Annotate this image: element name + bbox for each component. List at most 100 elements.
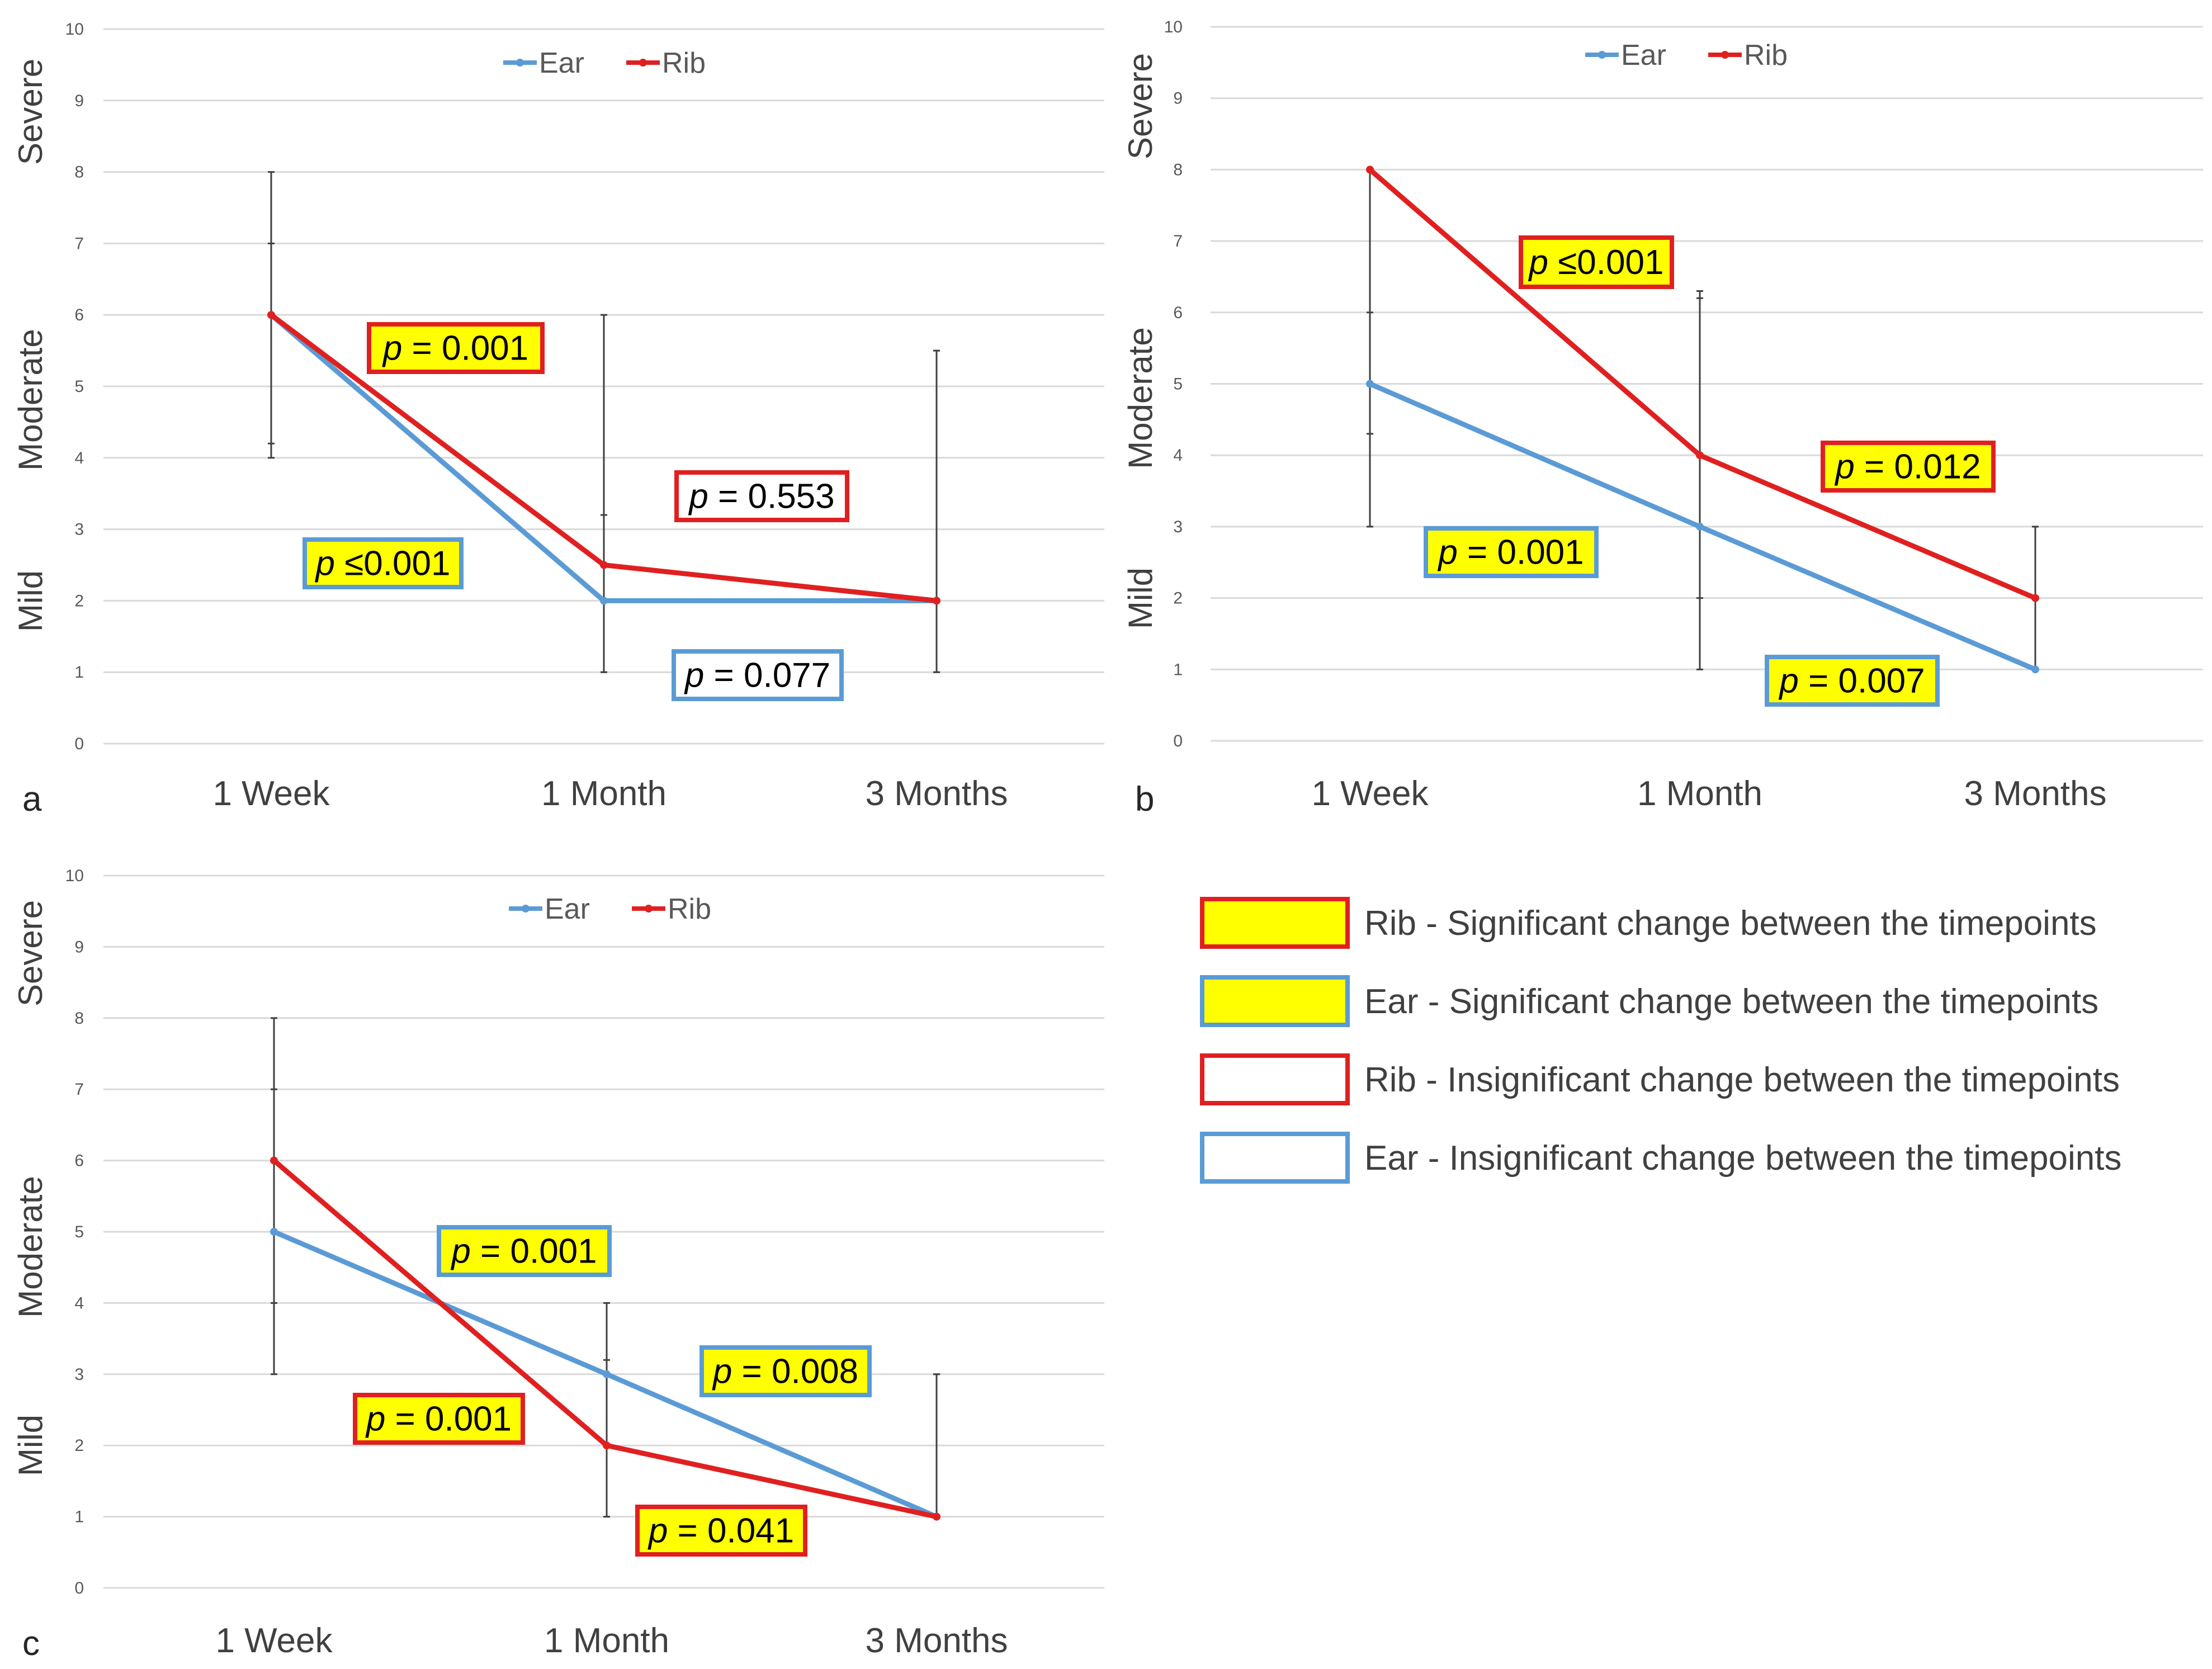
p-value-annotation: p = 0.012 — [1821, 441, 1996, 493]
y-tick-label: 6 — [74, 306, 84, 324]
p-value: = 0.001 — [1458, 533, 1584, 572]
x-category-label: 1 Month — [1637, 774, 1762, 813]
y-tick-label: 8 — [74, 163, 84, 182]
y-tick-label: 5 — [74, 1223, 84, 1241]
y-tick-label: 4 — [74, 449, 84, 467]
severity-label-moderate: Moderate — [1122, 327, 1159, 469]
data-point-rib — [270, 1156, 278, 1165]
p-value-text: p = 0.001 — [382, 329, 528, 368]
key-label: Rib - Significant change between the tim… — [1364, 904, 2097, 943]
p-value-box — [1765, 655, 1940, 707]
p-symbol: p — [382, 329, 402, 368]
p-value-box — [353, 1393, 525, 1445]
p-value-text: p = 0.001 — [1437, 533, 1584, 572]
legend-marker-ear — [516, 59, 524, 67]
p-value-annotation: p = 0.001 — [367, 322, 545, 374]
p-value: = 0.008 — [732, 1353, 858, 1391]
y-tick-label: 1 — [74, 663, 84, 682]
p-value: = 0.007 — [1799, 662, 1925, 701]
y-tick-label: 9 — [74, 938, 84, 956]
p-value-annotation: p = 0.001 — [437, 1225, 612, 1277]
p-value-text: p ≤0.001 — [315, 545, 451, 583]
p-value-box — [1519, 235, 1674, 289]
severity-label-moderate: Moderate — [12, 329, 49, 470]
legend-marker-rib — [1721, 51, 1729, 59]
y-tick-label: 4 — [74, 1294, 84, 1312]
significance-key: Rib - Significant change between the tim… — [1200, 897, 2121, 1184]
p-value-annotation: p = 0.001 — [353, 1393, 525, 1445]
data-point-rib — [2031, 594, 2039, 602]
key-swatch — [1200, 1132, 1350, 1184]
x-category-label: 3 Months — [865, 1621, 1008, 1660]
legend-marker-ear — [1598, 51, 1606, 59]
p-value-text: p = 0.077 — [684, 656, 830, 695]
severity-label-mild: Mild — [12, 570, 49, 632]
p-value-box — [1424, 526, 1599, 578]
y-tick-label: 0 — [74, 735, 84, 753]
p-value: = 0.001 — [402, 329, 528, 368]
legend-marker-rib — [639, 59, 647, 67]
y-tick-label: 9 — [74, 92, 84, 110]
severity-label-mild: Mild — [1122, 568, 1159, 629]
p-value-annotation: p = 0.007 — [1765, 655, 1940, 707]
p-value-box — [699, 1345, 872, 1397]
x-category-label: 1 Week — [215, 1621, 333, 1660]
p-value-text: p = 0.041 — [647, 1512, 794, 1550]
p-value-annotation: p = 0.008 — [699, 1345, 872, 1397]
y-tick-label: 1 — [74, 1508, 84, 1526]
y-tick-label: 10 — [65, 20, 84, 39]
key-label: Ear - Significant change between the tim… — [1364, 982, 2098, 1021]
y-tick-label: 6 — [74, 1152, 84, 1170]
data-point-rib — [933, 1512, 940, 1521]
p-symbol: p — [365, 1400, 385, 1439]
severity-label-severe: Severe — [12, 900, 49, 1006]
key-swatch — [1200, 1053, 1350, 1105]
data-point-rib — [1696, 451, 1704, 460]
p-value-text: p = 0.012 — [1834, 448, 1981, 486]
y-tick-label: 3 — [74, 521, 84, 539]
p-value-text: p = 0.553 — [688, 477, 834, 516]
key-item: Ear - Significant change between the tim… — [1200, 975, 2098, 1027]
chart-legend: Ear Rib — [503, 47, 706, 79]
x-category-label: 1 Week — [1311, 774, 1429, 813]
legend-label-ear: Ear — [1621, 39, 1666, 72]
y-tick-label: 1 — [1173, 660, 1183, 679]
y-tick-label: 4 — [1173, 446, 1183, 465]
data-point-ear — [1696, 522, 1704, 531]
legend-marker-rib — [645, 905, 653, 912]
y-tick-label: 8 — [1173, 160, 1183, 179]
p-symbol: p — [1834, 448, 1854, 486]
panel-letter: c — [22, 1624, 40, 1663]
p-value-text: p ≤0.001 — [1528, 243, 1664, 282]
p-value-annotation: p ≤0.001 — [303, 537, 464, 589]
data-point-rib — [603, 1441, 611, 1450]
y-tick-label: 5 — [1173, 375, 1183, 394]
p-value-box — [303, 537, 464, 589]
x-category-label: 1 Month — [541, 774, 667, 813]
legend-label-rib: Rib — [662, 47, 706, 79]
chart-panel-c: 0 1 2 3 4 5 6 7 8 9 10 Severe Moderate Mild 1 Week 1 Mo… — [12, 867, 1104, 1663]
chart-legend: Ear Rib — [509, 893, 711, 925]
data-point-rib — [267, 311, 275, 319]
severity-label-severe: Severe — [12, 59, 49, 165]
data-point-rib — [600, 561, 608, 569]
p-symbol: p — [712, 1353, 732, 1391]
panel-letter: b — [1135, 780, 1154, 819]
p-symbol: p — [647, 1512, 668, 1550]
p-value-annotation: p = 0.553 — [674, 470, 849, 522]
y-tick-label: 0 — [74, 1579, 84, 1597]
p-value-text: p = 0.007 — [1778, 662, 1925, 701]
p-value: ≤0.001 — [335, 545, 450, 583]
p-value: = 0.001 — [385, 1400, 512, 1439]
p-value-annotation: p ≤0.001 — [1519, 235, 1674, 289]
legend-label-ear: Ear — [545, 893, 590, 925]
p-symbol: p — [688, 477, 708, 516]
panel-letter: a — [22, 780, 42, 819]
y-tick-label: 2 — [1173, 589, 1183, 608]
y-tick-label: 5 — [74, 377, 84, 396]
y-tick-label: 0 — [1173, 732, 1183, 750]
key-label: Ear - Insignificant change between the t… — [1364, 1139, 2121, 1178]
p-symbol: p — [1437, 533, 1457, 572]
